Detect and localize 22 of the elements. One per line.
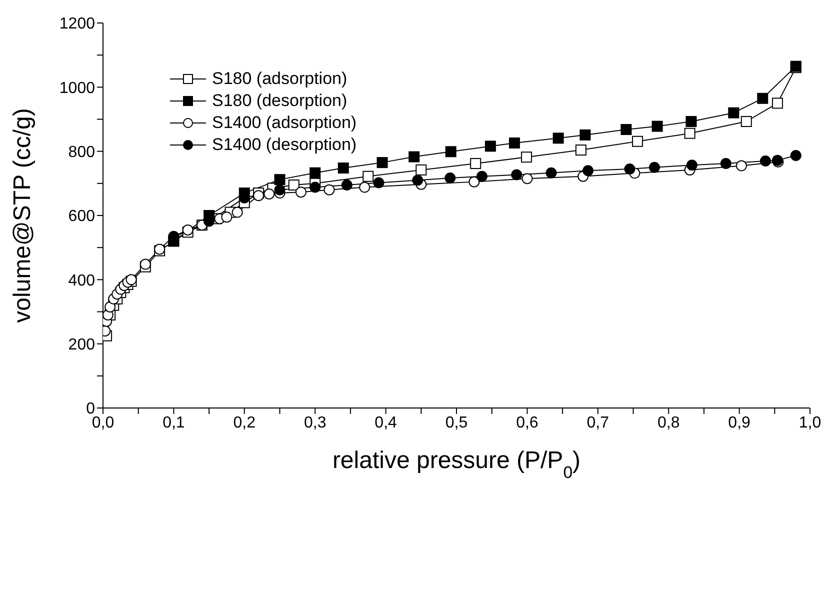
x-tick-label: 0,6 — [516, 414, 538, 432]
x-tick-label: 0,4 — [374, 414, 398, 432]
x-tick-label: 0,3 — [304, 414, 326, 432]
legend-label: S180 (adsorption) — [212, 69, 348, 89]
legend-label: S1400 (desorption) — [212, 135, 357, 155]
y-tick-label: 400 — [68, 272, 96, 290]
y-tick-label: 600 — [68, 208, 96, 226]
x-tick-label: 0,7 — [586, 414, 610, 432]
x-tick-label: 1,0 — [798, 414, 822, 432]
x-tick-label: 0,1 — [162, 414, 185, 432]
x-tick-label: 0,9 — [728, 414, 751, 432]
y-tick-label: 800 — [68, 144, 96, 162]
legend-label: S180 (desorption) — [212, 91, 348, 111]
x-tick-label: 0,2 — [233, 414, 256, 432]
x-tick-label: 0,8 — [657, 414, 680, 432]
x-tick-label: 0,5 — [445, 414, 468, 432]
y-axis-title: volume@STP (cc/g) — [9, 108, 36, 323]
y-tick-label: 200 — [68, 336, 96, 354]
legend-label: S1400 (adsorption) — [212, 113, 357, 133]
y-tick-label: 1000 — [59, 80, 96, 97]
x-axis-title: relative pressure (P/P$_{0}$) — [332, 447, 581, 482]
y-tick-label: 1200 — [59, 16, 96, 33]
